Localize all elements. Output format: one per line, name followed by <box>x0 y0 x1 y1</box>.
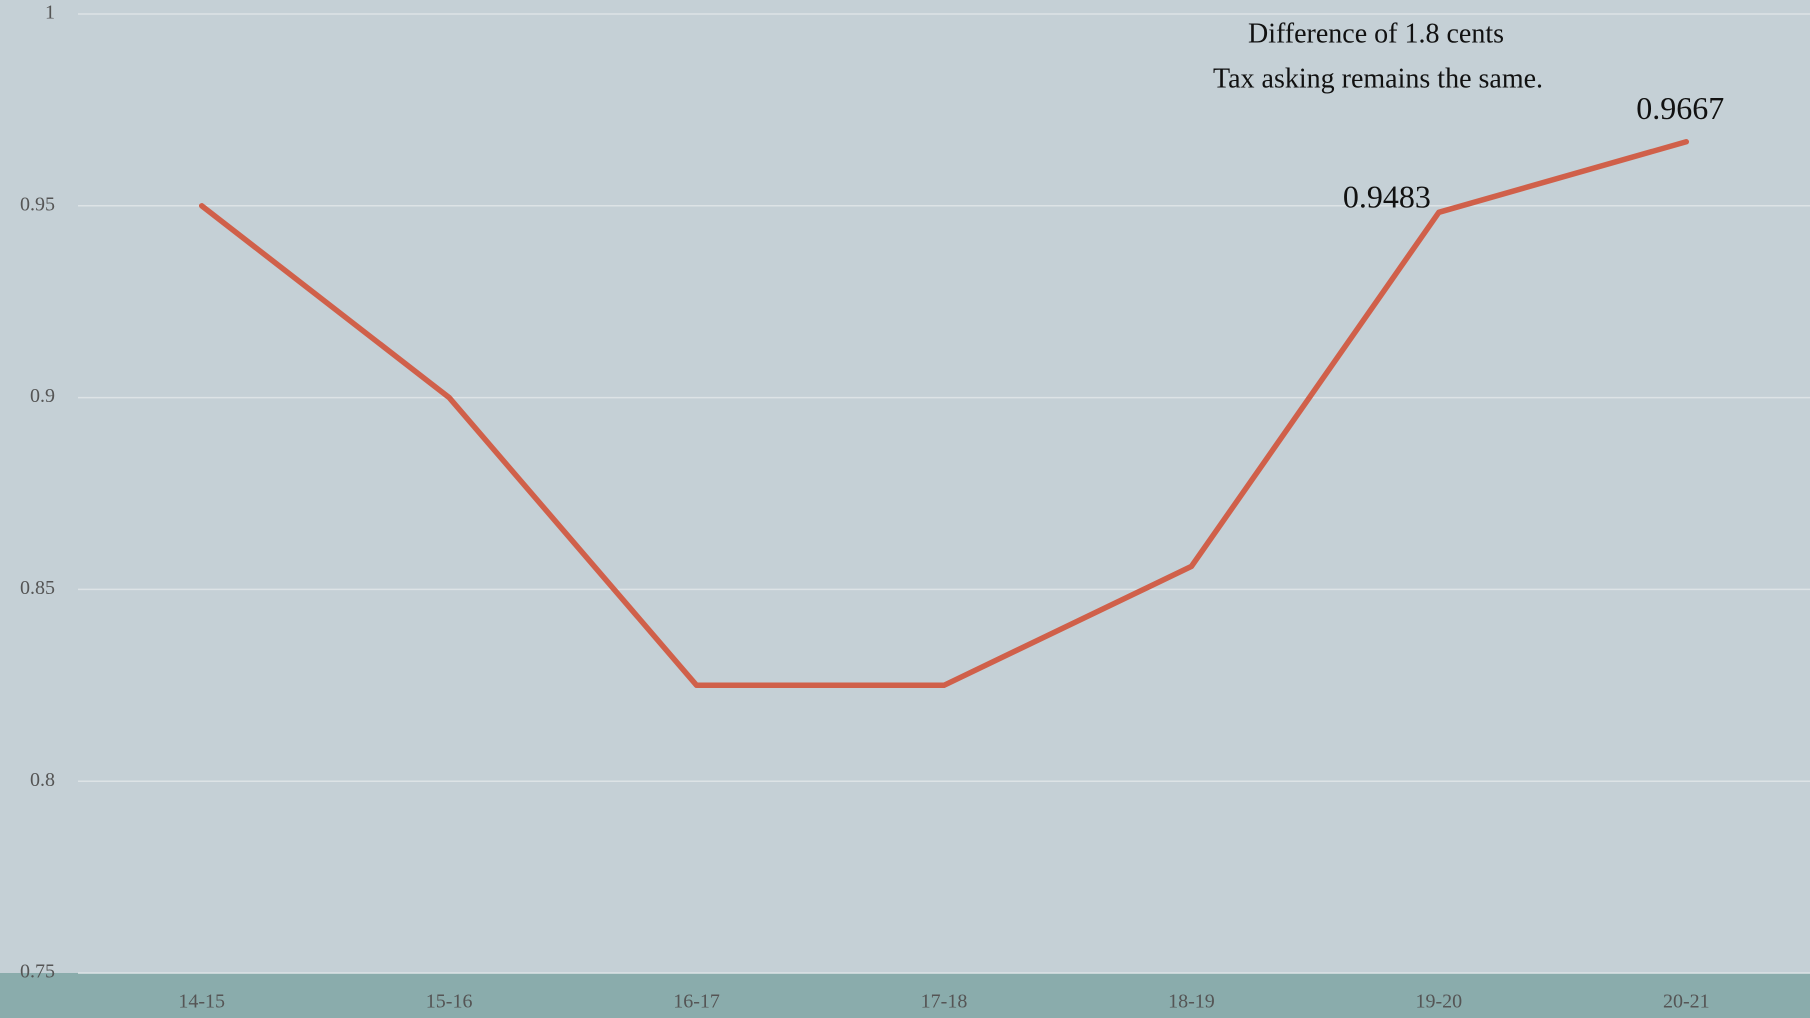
x-tick-label: 14-15 <box>178 991 225 1013</box>
x-tick-label: 15-16 <box>426 991 473 1013</box>
x-tick-label: 20-21 <box>1663 991 1710 1013</box>
y-tick-label: 1 <box>45 2 55 24</box>
line <box>198 138 1690 689</box>
x-tick-label: 16-17 <box>673 991 720 1013</box>
annotation: Tax asking remains the same. <box>1213 63 1543 94</box>
x-tick-label: 17-18 <box>921 991 968 1013</box>
annotation: Difference of 1.8 cents <box>1248 18 1504 49</box>
axis-band <box>0 973 1810 1018</box>
data-label: 0.9483 <box>1343 179 1431 215</box>
y-tick-label: 0.85 <box>20 577 55 599</box>
y-tick-label: 0.95 <box>20 193 55 215</box>
y-tick-label: 0.8 <box>30 769 55 791</box>
data-label: 0.9667 <box>1636 90 1724 126</box>
y-tick-label: 0.75 <box>20 961 55 983</box>
x-tick-label: 18-19 <box>1168 991 1215 1013</box>
y-tick-label: 0.9 <box>30 385 55 407</box>
x-tick-label: 19-20 <box>1416 991 1463 1013</box>
